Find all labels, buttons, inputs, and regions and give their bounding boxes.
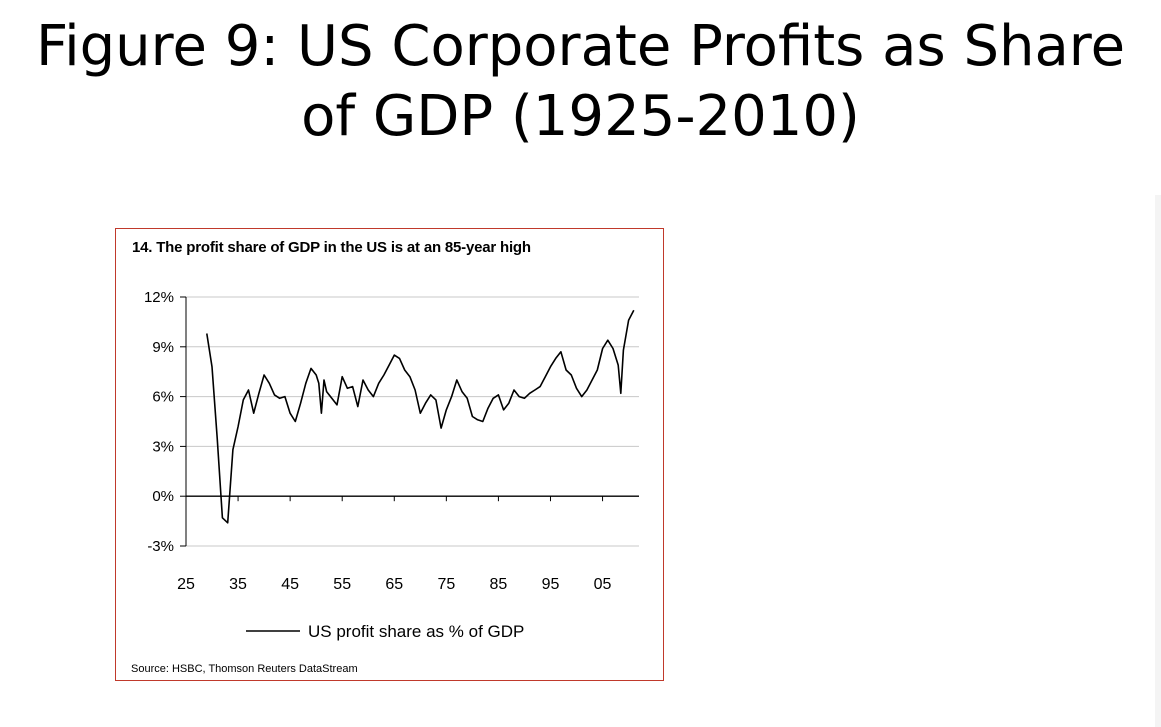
x-tick-label: 55 (333, 576, 351, 593)
y-tick-label: 6% (152, 389, 174, 406)
chart-source: Source: HSBC, Thomson Reuters DataStream (131, 663, 358, 675)
y-tick-label: 9% (152, 339, 174, 356)
x-tick-label: 75 (437, 576, 455, 593)
slide-edge (1155, 195, 1161, 727)
x-tick-label: 95 (542, 576, 560, 593)
chart-title: 14. The profit share of GDP in the US is… (132, 239, 531, 256)
x-tick-label: 35 (229, 576, 247, 593)
legend-label: US profit share as % of GDP (308, 622, 524, 641)
x-tick-label: 65 (385, 576, 403, 593)
chart-frame: 14. The profit share of GDP in the US is… (115, 228, 664, 681)
chart-plot: 12% 9% 6% 3% 0% -3% 25 35 45 55 65 75 85 95 05 US profi… (144, 289, 639, 641)
y-tick-label: 0% (152, 488, 174, 505)
x-tick-label: 25 (177, 576, 195, 593)
x-tick-label: 45 (281, 576, 299, 593)
x-tick-label: 05 (594, 576, 612, 593)
slide-title: Figure 9: US Corporate Profits as Share … (0, 12, 1161, 152)
y-tick-label: 12% (144, 289, 174, 306)
y-tick-label: -3% (147, 538, 174, 555)
series-line (206, 309, 635, 524)
y-tick-label: 3% (152, 438, 174, 455)
x-tick-label: 85 (490, 576, 508, 593)
slide-title-line-2: of GDP (1925-2010) (301, 84, 860, 149)
slide-title-line-1: Figure 9: US Corporate Profits as Share (35, 14, 1126, 79)
